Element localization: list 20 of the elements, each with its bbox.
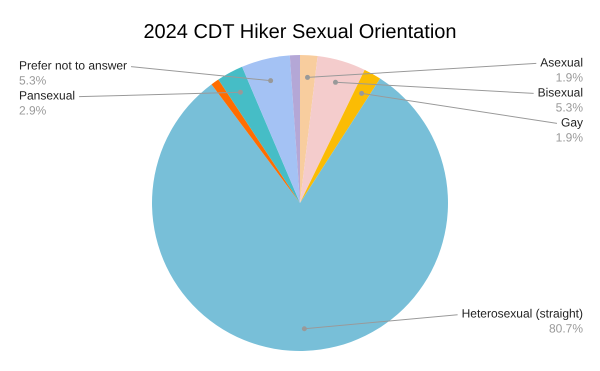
data-label: 80.7%	[548, 322, 584, 336]
data-label: 5.3%	[556, 100, 584, 114]
slice-label: Prefer not to answer	[19, 58, 128, 73]
data-label: 1.9%	[556, 70, 584, 84]
pie-slice	[212, 80, 300, 203]
slice-label: Asexual	[540, 55, 583, 70]
slice-label: Gay	[560, 115, 583, 130]
pie-slice	[300, 56, 365, 203]
data-label: 1.9%	[556, 130, 584, 144]
pie-slice	[242, 55, 300, 203]
chart-title: 2024 CDT Hiker Sexual Orientation	[143, 21, 457, 43]
pie-slice	[152, 78, 448, 351]
pie-slice	[218, 66, 300, 203]
pie-slice	[300, 70, 380, 203]
slice-label: Bisexual	[538, 85, 583, 100]
data-label: 2.9%	[19, 104, 47, 118]
data-label: 5.3%	[19, 74, 47, 88]
pie-slice	[300, 55, 318, 203]
slice-label: Pansexual	[19, 88, 76, 103]
slice-label: Heterosexual (straight)	[462, 306, 583, 321]
